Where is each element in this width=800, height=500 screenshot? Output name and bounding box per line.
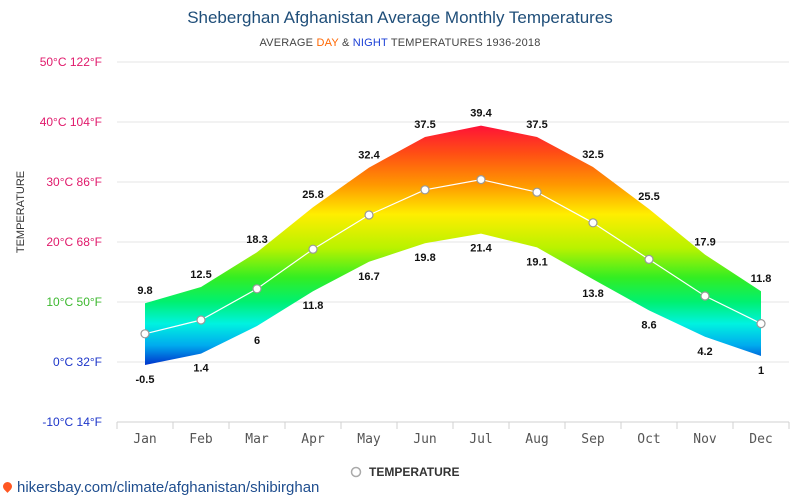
average-point [364,210,374,220]
x-tick-label: Sep [581,432,605,447]
x-tick-label: Dec [749,432,772,447]
subtitle-night: NIGHT [353,37,388,49]
temperature-band [145,125,761,365]
average-point [308,244,318,254]
y-tick-label: -10°C 14°F [42,415,102,429]
subtitle-day: DAY [316,37,339,49]
night-value-label: 1.4 [193,363,209,375]
x-tick-label: Jan [133,432,156,447]
night-value-label: 21.4 [470,243,492,255]
y-tick-label: 30°C 86°F [46,175,102,189]
x-tick-label: Oct [637,432,660,447]
x-tick-label: Mar [245,432,269,447]
day-value-label: 32.5 [582,149,603,161]
source-link[interactable]: hikersbay.com/climate/afghanistan/shibir… [1,479,320,496]
location-pin-icon [1,480,14,493]
day-value-label: 11.8 [751,273,772,285]
source-text: hikersbay.com/climate/afghanistan/shibir… [17,479,320,496]
night-value-label: -0.5 [136,374,155,386]
legend-label: TEMPERATURE [369,465,459,479]
average-point [644,254,654,264]
average-point [252,284,262,294]
day-value-label: 9.8 [137,285,152,297]
average-point [700,291,710,301]
subtitle-prefix: AVERAGE [259,37,316,49]
night-value-label: 11.8 [303,300,324,312]
x-tick-label: Jun [413,432,436,447]
y-tick-label: 40°C 104°F [40,115,102,129]
y-tick-label: 20°C 68°F [46,235,102,249]
day-value-label: 25.8 [302,189,323,201]
average-line [144,178,762,335]
night-value-label: 13.8 [582,288,603,300]
x-tick-label: Feb [189,432,213,447]
average-temperature-line [140,175,766,339]
subtitle-suffix: TEMPERATURES 1936-2018 [388,37,541,49]
legend[interactable]: TEMPERATURE [350,465,460,479]
average-point [532,187,542,197]
night-value-label: 19.8 [414,252,435,264]
day-value-label: 17.9 [694,237,715,249]
average-point [140,329,150,339]
night-value-label: 6 [254,335,260,347]
night-value-label: 19.1 [526,256,547,268]
subtitle-amp: & [339,37,353,49]
y-axis-ticks: 50°C 122°F 40°C 104°F 30°C 86°F 20°C 68°F 10… [40,55,102,429]
x-tick-label: Nov [693,432,717,447]
x-tick-label: Jul [469,432,492,447]
x-tick-label: May [357,432,381,447]
average-point [196,315,206,325]
day-value-label: 32.4 [358,150,380,162]
average-point [420,185,430,195]
day-value-label: 37.5 [526,119,547,131]
average-point [756,319,766,329]
day-value-label: 39.4 [470,108,492,120]
legend-marker [350,466,362,478]
night-value-label: 1 [758,365,764,377]
x-tick-label: Apr [301,432,325,447]
y-tick-label: 10°C 50°F [46,295,102,309]
chart-title: Sheberghan Afghanistan Average Monthly T… [187,8,613,27]
night-value-label: 8.6 [641,319,656,331]
day-value-label: 18.3 [246,234,267,246]
average-point [476,175,486,185]
day-value-label: 37.5 [414,119,435,131]
value-labels: 9.8 12.5 18.3 25.8 32.4 37.5 39.4 37.5 32.5 25.5 1… [136,108,772,386]
x-axis: Jan Feb Mar Apr May Jun Jul Aug Sep Oct Nov Dec [116,421,790,447]
chart-subtitle: AVERAGE DAY & NIGHT TEMPERATURES 1936-20… [259,37,540,49]
day-value-label: 25.5 [638,191,659,203]
y-tick-label: 0°C 32°F [53,355,102,369]
temperature-range-area [145,125,761,365]
y-axis-title: TEMPERATURE [15,171,27,253]
night-value-label: 4.2 [697,346,712,358]
x-tick-label: Aug [525,432,548,447]
night-value-label: 16.7 [358,271,379,283]
y-tick-label: 50°C 122°F [40,55,102,69]
average-point [588,218,598,228]
day-value-label: 12.5 [190,269,211,281]
